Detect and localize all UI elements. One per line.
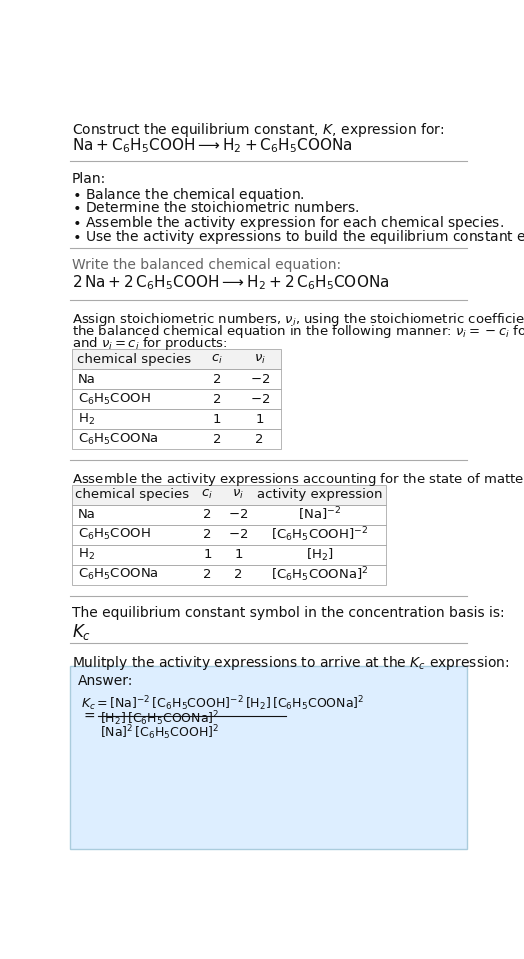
Text: Construct the equilibrium constant, $K$, expression for:: Construct the equilibrium constant, $K$,… [72, 121, 444, 139]
Text: 1: 1 [255, 412, 264, 426]
FancyBboxPatch shape [72, 545, 386, 565]
FancyBboxPatch shape [70, 667, 467, 849]
Text: 2: 2 [213, 373, 221, 386]
Text: Na: Na [78, 373, 96, 386]
Text: $=$: $=$ [81, 708, 96, 722]
Text: $-2$: $-2$ [249, 373, 270, 386]
Text: $\mathrm{C_6H_5COONa}$: $\mathrm{C_6H_5COONa}$ [78, 567, 159, 582]
Text: $c_i$: $c_i$ [201, 488, 213, 502]
FancyBboxPatch shape [72, 389, 281, 409]
Text: $\mathrm{H_2}$: $\mathrm{H_2}$ [78, 411, 95, 427]
Text: $-2$: $-2$ [249, 392, 270, 406]
Text: 2: 2 [203, 528, 212, 541]
Text: Assemble the activity expressions accounting for the state of matter and $\nu_i$: Assemble the activity expressions accoun… [72, 471, 524, 488]
Text: Plan:: Plan: [72, 172, 106, 186]
Text: $\mathrm{H_2}$: $\mathrm{H_2}$ [78, 548, 95, 562]
Text: 2: 2 [213, 392, 221, 406]
Text: $-2$: $-2$ [228, 508, 248, 521]
Text: $2\,\mathrm{Na} + 2\,\mathrm{C_6H_5COOH} \longrightarrow \mathrm{H_2} + 2\,\math: $2\,\mathrm{Na} + 2\,\mathrm{C_6H_5COOH}… [72, 273, 389, 292]
Text: 2: 2 [203, 508, 212, 521]
Text: 1: 1 [203, 549, 212, 561]
Text: chemical species: chemical species [77, 353, 191, 365]
Text: $[\mathrm{C_6H_5COOH}]^{-2}$: $[\mathrm{C_6H_5COOH}]^{-2}$ [271, 526, 368, 544]
FancyBboxPatch shape [72, 409, 281, 430]
Text: 2: 2 [203, 569, 212, 581]
Text: $\nu_i$: $\nu_i$ [254, 353, 266, 365]
Text: Assign stoichiometric numbers, $\nu_i$, using the stoichiometric coefficients, $: Assign stoichiometric numbers, $\nu_i$, … [72, 311, 524, 328]
Text: $\bullet$ Use the activity expressions to build the equilibrium constant express: $\bullet$ Use the activity expressions t… [72, 227, 524, 246]
FancyBboxPatch shape [72, 565, 386, 585]
Text: $[\mathrm{Na}]^2\,[\mathrm{C_6H_5COOH}]^2$: $[\mathrm{Na}]^2\,[\mathrm{C_6H_5COOH}]^… [100, 723, 219, 742]
Text: Answer:: Answer: [78, 674, 133, 689]
Text: $-2$: $-2$ [228, 528, 248, 541]
Text: $\mathrm{C_6H_5COONa}$: $\mathrm{C_6H_5COONa}$ [78, 432, 159, 447]
FancyBboxPatch shape [72, 525, 386, 545]
Text: activity expression: activity expression [257, 488, 383, 502]
Text: 2: 2 [213, 433, 221, 446]
Text: the balanced chemical equation in the following manner: $\nu_i = -c_i$ for react: the balanced chemical equation in the fo… [72, 323, 524, 340]
Text: Write the balanced chemical equation:: Write the balanced chemical equation: [72, 258, 341, 272]
Text: 2: 2 [255, 433, 264, 446]
Text: $\bullet$ Assemble the activity expression for each chemical species.: $\bullet$ Assemble the activity expressi… [72, 214, 504, 232]
FancyBboxPatch shape [72, 430, 281, 449]
Text: $[\mathrm{Na}]^{-2}$: $[\mathrm{Na}]^{-2}$ [298, 506, 341, 524]
Text: 1: 1 [234, 549, 243, 561]
Text: chemical species: chemical species [75, 488, 189, 502]
Text: $\nu_i$: $\nu_i$ [232, 488, 244, 502]
Text: $K_c$: $K_c$ [72, 621, 91, 642]
Text: $c_i$: $c_i$ [211, 353, 223, 365]
Text: $[\mathrm{H_2}]\,[\mathrm{C_6H_5COONa}]^2$: $[\mathrm{H_2}]\,[\mathrm{C_6H_5COONa}]^… [100, 710, 219, 728]
Text: Na: Na [78, 508, 96, 521]
Text: $K_c = [\mathrm{Na}]^{-2}\,[\mathrm{C_6H_5COOH}]^{-2}\,[\mathrm{H_2}]\,[\mathrm{: $K_c = [\mathrm{Na}]^{-2}\,[\mathrm{C_6H… [81, 694, 364, 713]
Text: $\mathrm{C_6H_5COOH}$: $\mathrm{C_6H_5COOH}$ [78, 391, 150, 407]
Text: and $\nu_i = c_i$ for products:: and $\nu_i = c_i$ for products: [72, 336, 227, 352]
Text: $[\mathrm{C_6H_5COONa}]^2$: $[\mathrm{C_6H_5COONa}]^2$ [271, 566, 368, 584]
Text: Mulitply the activity expressions to arrive at the $K_c$ expression:: Mulitply the activity expressions to arr… [72, 654, 509, 672]
FancyBboxPatch shape [72, 484, 386, 504]
FancyBboxPatch shape [72, 369, 281, 389]
Text: $\bullet$ Balance the chemical equation.: $\bullet$ Balance the chemical equation. [72, 186, 304, 204]
Text: 1: 1 [213, 412, 221, 426]
FancyBboxPatch shape [72, 504, 386, 525]
Text: $\mathrm{C_6H_5COOH}$: $\mathrm{C_6H_5COOH}$ [78, 527, 150, 542]
Text: $\mathrm{Na + C_6H_5COOH \longrightarrow H_2 + C_6H_5COONa}$: $\mathrm{Na + C_6H_5COOH \longrightarrow… [72, 136, 353, 155]
Text: The equilibrium constant symbol in the concentration basis is:: The equilibrium constant symbol in the c… [72, 606, 504, 620]
Text: 2: 2 [234, 569, 243, 581]
Text: $[\mathrm{H_2}]$: $[\mathrm{H_2}]$ [306, 547, 333, 563]
Text: $\bullet$ Determine the stoichiometric numbers.: $\bullet$ Determine the stoichiometric n… [72, 199, 359, 215]
FancyBboxPatch shape [72, 349, 281, 369]
